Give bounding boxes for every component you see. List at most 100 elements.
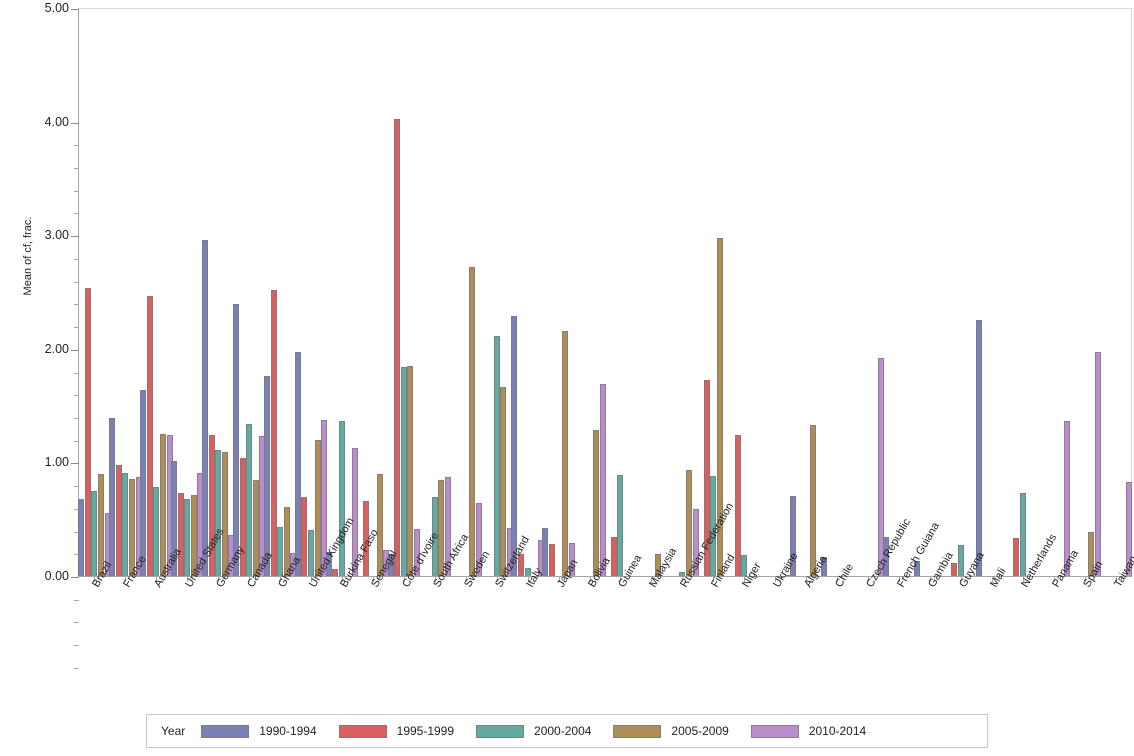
y-tick-major [71, 9, 79, 10]
x-tick [125, 577, 127, 582]
y-tick-label: 1.00 [44, 455, 69, 470]
bar-group [542, 9, 575, 577]
bar[interactable] [84, 288, 91, 577]
y-tick-minor [74, 554, 79, 556]
bar[interactable] [177, 492, 184, 577]
y-tick-minor [74, 168, 79, 170]
bar[interactable] [263, 375, 270, 577]
y-tick-major [71, 577, 79, 578]
y-tick-label: 0.00 [44, 569, 69, 583]
bar-group [604, 9, 636, 577]
x-tick [744, 577, 746, 582]
y-tick-minor [74, 645, 79, 647]
x-axis-labels: Brazil France Australia United States German… [0, 501, 1134, 708]
bar[interactable] [548, 544, 555, 577]
bar-group [109, 9, 142, 577]
bar-group [78, 9, 111, 577]
bar[interactable] [562, 330, 569, 577]
bar[interactable] [469, 266, 476, 577]
x-tick [280, 577, 282, 582]
x-tick [403, 577, 405, 582]
bar[interactable] [215, 449, 222, 577]
bar-group [635, 9, 667, 577]
bar[interactable] [294, 352, 301, 577]
bar[interactable] [500, 387, 507, 577]
y-tick-major [71, 122, 79, 124]
bar[interactable] [109, 417, 116, 577]
legend-item[interactable]: 1995-1999 [338, 724, 454, 738]
x-tick [94, 577, 96, 582]
bars-layer: 0.00 1.00 2.00 3.00 4.00 5.00 [45, 2, 1132, 669]
x-tick [1053, 577, 1055, 582]
y-tick-minor [74, 622, 79, 624]
y-tick-minor [74, 281, 79, 283]
bar[interactable] [493, 336, 500, 577]
legend-swatch [750, 724, 799, 738]
bar[interactable] [277, 527, 284, 577]
y-tick-label: 3.00 [44, 228, 69, 243]
bar[interactable] [301, 497, 308, 577]
bar[interactable] [232, 304, 239, 577]
bar[interactable] [115, 464, 122, 577]
bar-group [945, 9, 977, 577]
bar[interactable] [308, 530, 315, 577]
bar[interactable] [246, 423, 253, 577]
bar[interactable] [542, 528, 549, 577]
bar-group [1007, 9, 1039, 577]
bar[interactable] [400, 366, 407, 577]
bar-group [1099, 9, 1132, 577]
x-tick [651, 577, 653, 582]
x-tick [496, 577, 498, 582]
bar[interactable] [184, 498, 191, 577]
bar[interactable] [809, 424, 816, 577]
bar[interactable] [146, 296, 153, 577]
x-tick [372, 577, 374, 582]
bar[interactable] [202, 239, 209, 577]
bar-group [357, 9, 390, 577]
bar-group [882, 9, 915, 577]
bar[interactable] [338, 421, 345, 577]
y-tick-minor [74, 145, 79, 147]
bar-group [573, 9, 606, 577]
x-tick [156, 577, 158, 582]
bar[interactable] [610, 537, 617, 577]
chart-legend: Year 1990-1994 1995-1999 2000-2004 2005-200… [146, 714, 988, 748]
bar[interactable] [159, 433, 166, 577]
x-tick [527, 577, 529, 582]
y-tick-major [71, 236, 79, 238]
x-tick [1022, 577, 1024, 582]
bar-group [387, 9, 421, 577]
bar[interactable] [394, 119, 401, 577]
bar[interactable] [593, 430, 600, 577]
bar[interactable] [140, 389, 147, 577]
y-tick-major [71, 463, 79, 465]
bar[interactable] [153, 487, 160, 577]
bar-group [232, 9, 266, 577]
bar[interactable] [975, 320, 982, 577]
bar[interactable] [221, 452, 228, 577]
bar-group [450, 9, 482, 577]
y-tick-minor [74, 486, 79, 488]
bar-group [1037, 9, 1070, 577]
y-tick-minor [74, 304, 79, 306]
bar-group [820, 9, 853, 577]
bar[interactable] [91, 490, 98, 577]
bar[interactable] [617, 474, 624, 577]
bar[interactable] [1013, 538, 1020, 577]
bar[interactable] [407, 365, 414, 577]
bar[interactable] [270, 289, 277, 577]
bar[interactable] [1019, 492, 1026, 577]
legend-item[interactable]: 2005-2009 [613, 724, 729, 738]
y-tick-minor [74, 395, 79, 397]
bar[interactable] [314, 439, 321, 577]
x-tick [434, 577, 436, 582]
bar[interactable] [511, 315, 518, 577]
bar[interactable] [122, 472, 129, 577]
legend-item[interactable]: 1990-1994 [201, 724, 317, 738]
x-tick [806, 577, 808, 582]
bar[interactable] [78, 498, 85, 577]
legend-item[interactable]: 2000-2004 [476, 724, 591, 738]
legend-item[interactable]: 2010-2014 [750, 724, 866, 738]
bar[interactable] [951, 563, 958, 577]
bar-group [913, 9, 946, 577]
